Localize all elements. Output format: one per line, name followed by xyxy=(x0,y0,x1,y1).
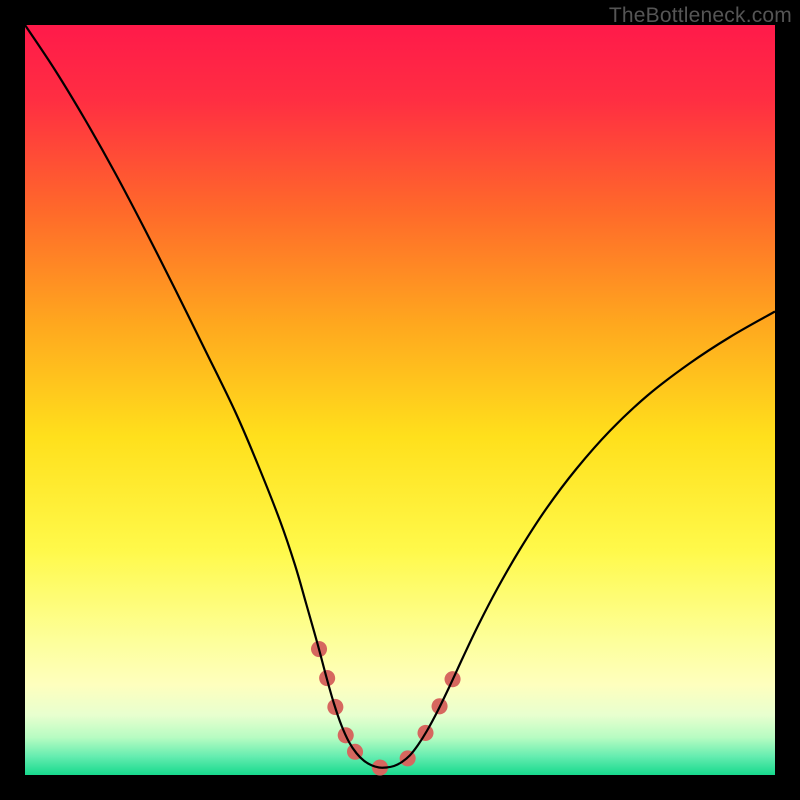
watermark-text: TheBottleneck.com xyxy=(609,4,792,28)
chart-svg xyxy=(0,0,800,800)
chart-frame: TheBottleneck.com xyxy=(0,0,800,800)
plot-background xyxy=(25,25,775,775)
